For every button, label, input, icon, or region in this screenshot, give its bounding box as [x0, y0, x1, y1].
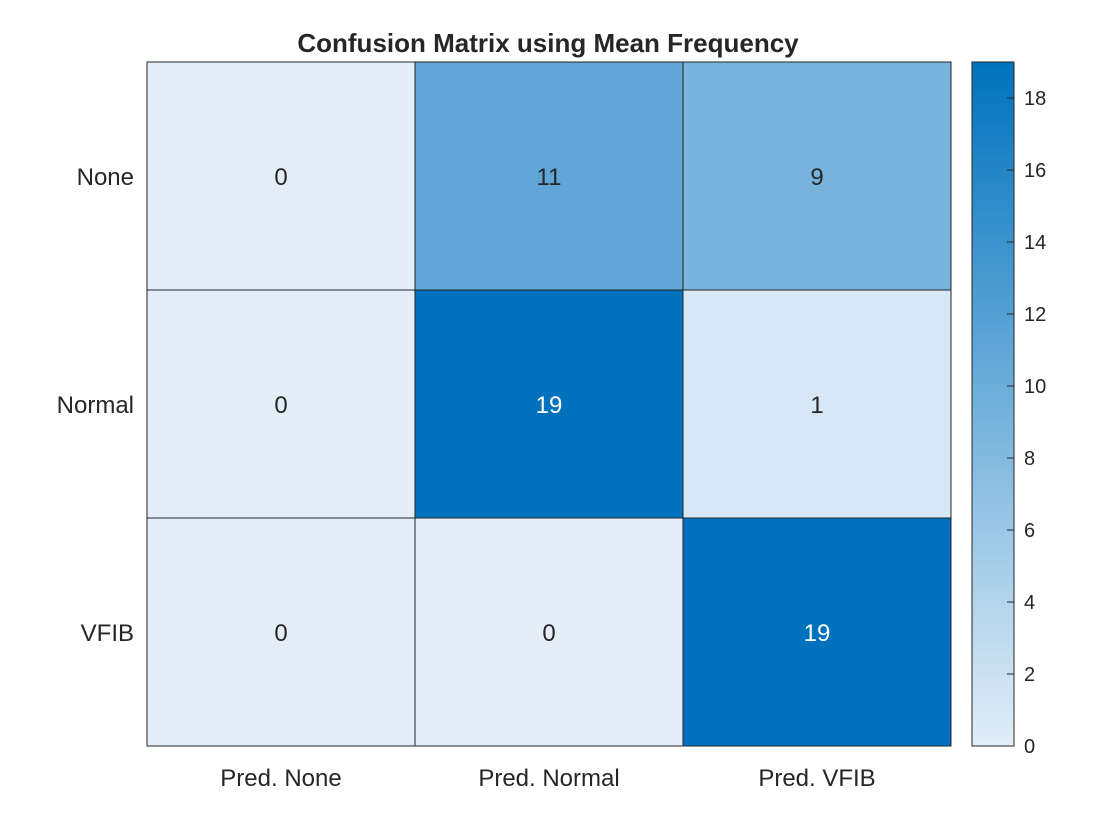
colorbar-tick-label: 8 — [1024, 448, 1035, 470]
heatmap-cell — [414, 289, 684, 519]
cell-value-label: 9 — [810, 164, 823, 191]
colorbar-tick-label: 12 — [1024, 304, 1046, 326]
column-label: Pred. VFIB — [758, 765, 875, 792]
heatmap-cell — [146, 289, 416, 519]
cell-value-label: 0 — [274, 164, 287, 191]
heatmap-cell — [146, 61, 416, 291]
cell-value-label: 0 — [274, 620, 287, 647]
row-label: VFIB — [81, 620, 134, 647]
row-label: None — [77, 164, 134, 191]
colorbar-ticks: 0 2 4 6 8 10 12 14 16 18 — [1007, 88, 1046, 758]
heatmap-cell — [414, 61, 684, 291]
column-labels: Pred. None Pred. Normal Pred. VFIB — [220, 765, 875, 792]
heatmap-cell — [682, 289, 952, 519]
colorbar-tick-label: 2 — [1024, 664, 1035, 686]
colorbar-gradient — [971, 61, 1015, 747]
colorbar-tick-label: 0 — [1024, 736, 1035, 758]
colorbar-tick-label: 10 — [1024, 376, 1046, 398]
cell-value-labels: 0 11 9 0 19 1 0 0 19 — [274, 164, 830, 647]
heatmap-cell — [682, 517, 952, 747]
heatmap-cells — [146, 61, 952, 747]
heatmap-cell — [414, 517, 684, 747]
cell-value-label: 11 — [537, 164, 562, 191]
cell-value-label: 19 — [536, 392, 563, 419]
colorbar-tick-label: 14 — [1024, 232, 1046, 254]
column-label: Pred. None — [220, 765, 341, 792]
colorbar: 0 2 4 6 8 10 12 14 16 18 — [971, 61, 1046, 758]
heatmap-cell — [682, 61, 952, 291]
colorbar-tick-label: 4 — [1024, 592, 1035, 614]
colorbar-tick-label: 18 — [1024, 88, 1046, 110]
cell-value-label: 19 — [804, 620, 831, 647]
colorbar-tick-label: 6 — [1024, 520, 1035, 542]
row-label: Normal — [57, 392, 134, 419]
chart-title: Confusion Matrix using Mean Frequency — [297, 28, 799, 58]
cell-value-label: 0 — [542, 620, 555, 647]
row-labels: None Normal VFIB — [57, 164, 134, 647]
column-label: Pred. Normal — [478, 765, 619, 792]
colorbar-tick-label: 16 — [1024, 160, 1046, 182]
cell-value-label: 0 — [274, 392, 287, 419]
cell-value-label: 1 — [810, 392, 823, 419]
heatmap-cell — [146, 517, 416, 747]
